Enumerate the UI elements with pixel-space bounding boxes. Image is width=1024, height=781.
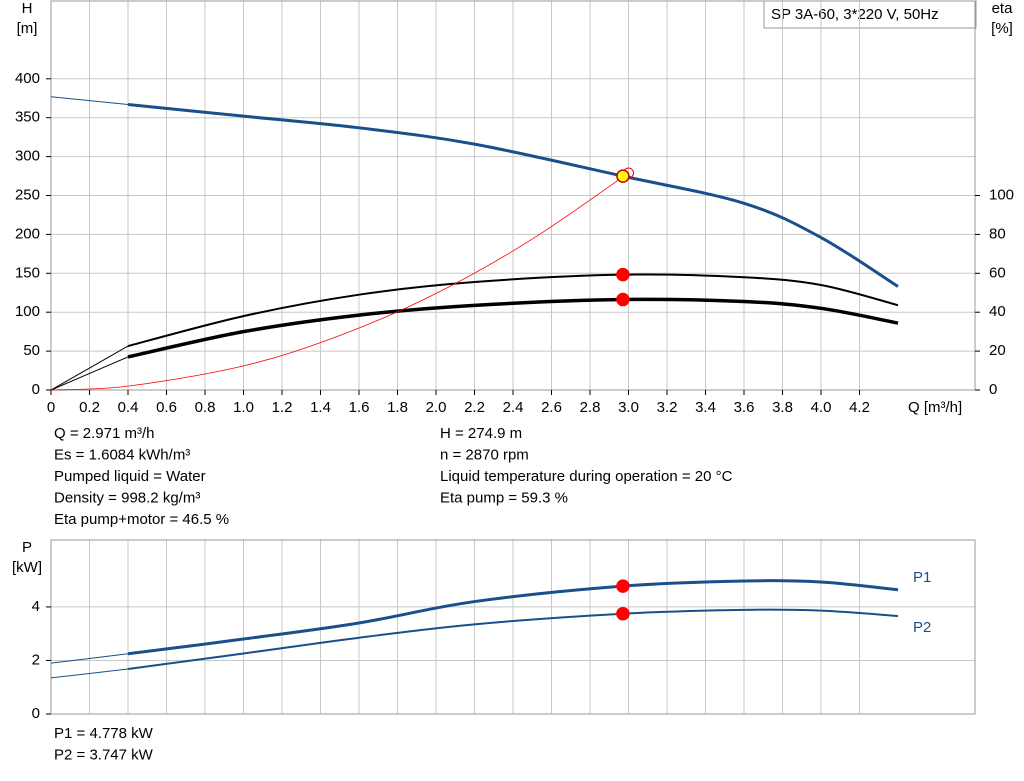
info-text: n = 2870 rpm	[440, 446, 529, 463]
curve	[50, 172, 629, 391]
x-tick-label: 2.0	[426, 399, 447, 416]
x-tick-label: 3.6	[734, 399, 755, 416]
x-tick-label: 2.6	[541, 399, 562, 416]
y-tick-label: 250	[15, 186, 40, 203]
x-axis-label: Q [m³/h]	[908, 399, 962, 416]
curve-extrapolation	[50, 653, 129, 664]
y2-axis-label: eta	[992, 0, 1014, 17]
y-axis-label: P	[22, 539, 32, 556]
info-text: P2 = 3.747 kW	[54, 746, 154, 763]
y-tick-label: 50	[23, 342, 40, 359]
x-tick-label: 3.2	[657, 399, 678, 416]
operating-point	[616, 292, 630, 307]
chart-title: SP 3A-60, 3*220 V, 50Hz	[771, 6, 939, 23]
y-tick-label: 200	[15, 225, 40, 242]
info-text: Eta pump = 59.3 %	[440, 489, 568, 506]
x-tick-label: 2.8	[580, 399, 601, 416]
curve	[127, 579, 899, 656]
series-label: P2	[913, 619, 931, 636]
y2-tick-label: 0	[989, 381, 997, 398]
y-tick-label: 350	[15, 109, 40, 126]
x-tick-label: 0.4	[118, 399, 139, 416]
x-tick-label: 3.0	[618, 399, 639, 416]
x-tick-label: 1.2	[272, 399, 293, 416]
series-label: P1	[913, 569, 931, 586]
y-tick-label: 150	[15, 264, 40, 281]
info-text: Eta pump+motor = 46.5 %	[54, 511, 229, 528]
curve	[127, 102, 899, 288]
x-tick-label: 0.2	[79, 399, 100, 416]
y-tick-label: 0	[32, 705, 40, 722]
y2-tick-label: 100	[989, 186, 1014, 203]
operating-point	[616, 267, 630, 282]
curve	[127, 273, 899, 348]
operating-point	[616, 169, 630, 183]
info-text: Density = 998.2 kg/m³	[54, 489, 200, 506]
y2-tick-label: 60	[989, 264, 1006, 281]
curve	[127, 297, 899, 359]
y-tick-label: 4	[32, 598, 40, 615]
x-tick-label: 3.8	[772, 399, 793, 416]
y-tick-label: 0	[32, 381, 40, 398]
info-text: Es = 1.6084 kWh/m³	[54, 446, 190, 463]
y-tick-label: 300	[15, 148, 40, 165]
y-axis-label: H	[22, 0, 33, 17]
curve-extrapolation	[50, 345, 129, 391]
info-text: Liquid temperature during operation = 20…	[440, 468, 733, 485]
y-axis-unit: [kW]	[12, 559, 42, 576]
operating-point	[616, 579, 630, 593]
y-axis-unit: [m]	[17, 20, 38, 37]
y2-tick-label: 40	[989, 303, 1006, 320]
info-text: H = 274.9 m	[440, 425, 522, 442]
x-tick-label: 1.8	[387, 399, 408, 416]
operating-point	[616, 606, 630, 621]
y-tick-label: 2	[32, 651, 40, 668]
y2-axis-unit: [%]	[991, 20, 1013, 37]
x-tick-label: 1.4	[310, 399, 331, 416]
curve-extrapolation	[50, 96, 129, 105]
x-tick-label: 4.2	[849, 399, 870, 416]
y2-tick-label: 80	[989, 225, 1006, 242]
x-tick-label: 0	[47, 399, 55, 416]
x-tick-label: 1.6	[349, 399, 370, 416]
x-tick-label: 0.6	[156, 399, 177, 416]
y-tick-label: 100	[15, 303, 40, 320]
x-tick-label: 2.4	[503, 399, 524, 416]
x-tick-label: 1.0	[233, 399, 254, 416]
curve	[127, 608, 899, 671]
title-box	[763, 0, 977, 29]
y2-tick-label: 20	[989, 342, 1006, 359]
x-tick-label: 2.2	[464, 399, 485, 416]
x-tick-label: 4.0	[811, 399, 832, 416]
curve-extrapolation	[50, 668, 129, 679]
x-tick-label: 0.8	[195, 399, 216, 416]
info-text: P1 = 4.778 kW	[54, 725, 154, 742]
x-tick-label: 3.4	[695, 399, 716, 416]
curve-extrapolation	[50, 356, 129, 391]
info-text: Q = 2.971 m³/h	[54, 425, 154, 442]
info-text: Pumped liquid = Water	[54, 468, 206, 485]
plot-frame	[50, 539, 976, 715]
y-tick-label: 400	[15, 70, 40, 87]
